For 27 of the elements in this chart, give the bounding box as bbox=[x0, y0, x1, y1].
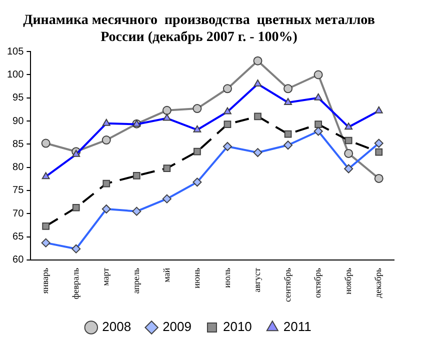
chart-title: Динамика месячного производства цветных металлов России (декабрь 2007 г. - 100%) bbox=[23, 13, 376, 45]
legend-label: 2011 bbox=[283, 319, 312, 334]
legend-label: 2010 bbox=[222, 319, 252, 334]
legend-label: 2009 bbox=[162, 319, 192, 334]
x-tick-label: ноябрь bbox=[342, 268, 353, 294]
y-tick-label: 105 bbox=[6, 46, 24, 58]
x-tick-label: февраль bbox=[70, 268, 80, 300]
y-tick-label: 75 bbox=[12, 185, 24, 196]
legend-label: 2008 bbox=[102, 319, 132, 334]
x-tick-label: апрель bbox=[131, 268, 142, 294]
x-tick-label: октябрь bbox=[312, 268, 323, 298]
y-tick-label: 65 bbox=[12, 232, 24, 243]
y-tick-label: 70 bbox=[12, 208, 24, 220]
x-tick-label: июль bbox=[222, 268, 232, 288]
y-tick-label: 60 bbox=[12, 254, 24, 266]
x-tick-label: май bbox=[161, 268, 172, 282]
x-tick-label: сентябрь bbox=[282, 268, 292, 302]
y-tick-label: 95 bbox=[12, 92, 24, 104]
y-tick-label: 80 bbox=[12, 162, 24, 174]
y-tick-label: 100 bbox=[6, 70, 24, 80]
x-tick-label: август bbox=[252, 268, 262, 292]
x-tick-label: март bbox=[100, 268, 111, 286]
y-tick-label: 90 bbox=[12, 116, 24, 127]
x-tick-label: июнь bbox=[192, 268, 202, 288]
y-tick-label: 85 bbox=[12, 138, 24, 150]
x-tick-label: январь bbox=[40, 268, 50, 294]
x-tick-label: декабрь bbox=[373, 268, 384, 298]
